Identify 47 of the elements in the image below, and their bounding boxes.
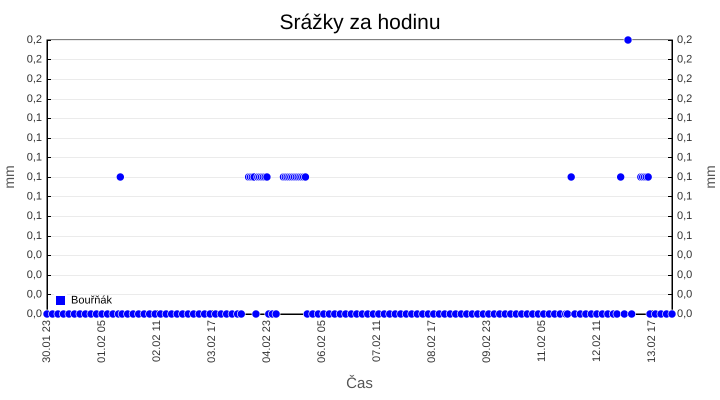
y-tick-label: 0,2 (26, 34, 42, 46)
y-tick-label: 0,1 (26, 112, 42, 124)
x-tick-label: 09.02 23 (480, 320, 493, 363)
y-axis-title: mm (0, 165, 17, 189)
y2-tick-label: 0,1 (677, 210, 692, 222)
x-tick-label: 07.02 11 (370, 320, 383, 362)
y-tick-label: 0,1 (26, 190, 42, 203)
x-tick-label: 12.02 11 (590, 320, 603, 362)
y2-axis-title: mm (702, 165, 718, 189)
x-tick-label: 11.02 05 (536, 320, 548, 362)
y-tick-label: 0,0 (26, 308, 42, 320)
x-tick-label: 01.02 05 (96, 320, 108, 363)
x-axis-title: Čas (346, 374, 373, 392)
x-tick-label: 08.02 17 (426, 320, 438, 363)
y2-tick-label: 0,2 (677, 73, 692, 86)
y-tick-label: 0,1 (26, 151, 42, 164)
y-tick-label: 0,0 (26, 249, 42, 262)
y2-tick-label: 0,0 (677, 268, 692, 281)
y-tick-label: 0,2 (26, 73, 42, 86)
y-tick-label: 0,1 (26, 171, 42, 183)
y2-tick-label: 0,1 (677, 132, 692, 144)
y2-tick-label: 0,0 (677, 308, 692, 320)
x-tick-label: 04.02 23 (260, 320, 273, 363)
y2-tick-label: 0,0 (677, 288, 692, 300)
x-tick-label: 06.02 05 (316, 320, 328, 363)
x-tick-label: 02.02 11 (150, 320, 163, 362)
x-tick-label: 03.02 17 (206, 320, 218, 363)
y2-tick-label: 0,1 (677, 230, 692, 242)
y2-tick-label: 0,0 (677, 249, 692, 262)
y-tick-label: 0,1 (26, 132, 42, 144)
y2-tick-label: 0,2 (677, 54, 692, 66)
y2-tick-label: 0,1 (677, 151, 692, 164)
x-tick-label: 13.02 17 (646, 320, 658, 363)
y2-tick-label: 0,2 (677, 92, 692, 105)
y-tick-label: 0,2 (26, 92, 42, 105)
y2-tick-label: 0,1 (677, 190, 692, 203)
y-tick-label: 0,0 (26, 288, 42, 300)
legend-label: Bouřňák (71, 294, 112, 306)
y2-tick-label: 0,2 (677, 34, 692, 46)
y-tick-label: 0,0 (26, 268, 42, 281)
y2-tick-label: 0,1 (677, 171, 692, 183)
x-tick-label: 30.01 23 (41, 320, 53, 363)
y-tick-label: 0,2 (26, 54, 42, 66)
y2-tick-label: 0,1 (677, 112, 692, 124)
y-tick-label: 0,1 (26, 230, 42, 242)
chart-title: Srážky za hodinu (279, 11, 441, 34)
y-tick-label: 0,1 (26, 210, 42, 222)
